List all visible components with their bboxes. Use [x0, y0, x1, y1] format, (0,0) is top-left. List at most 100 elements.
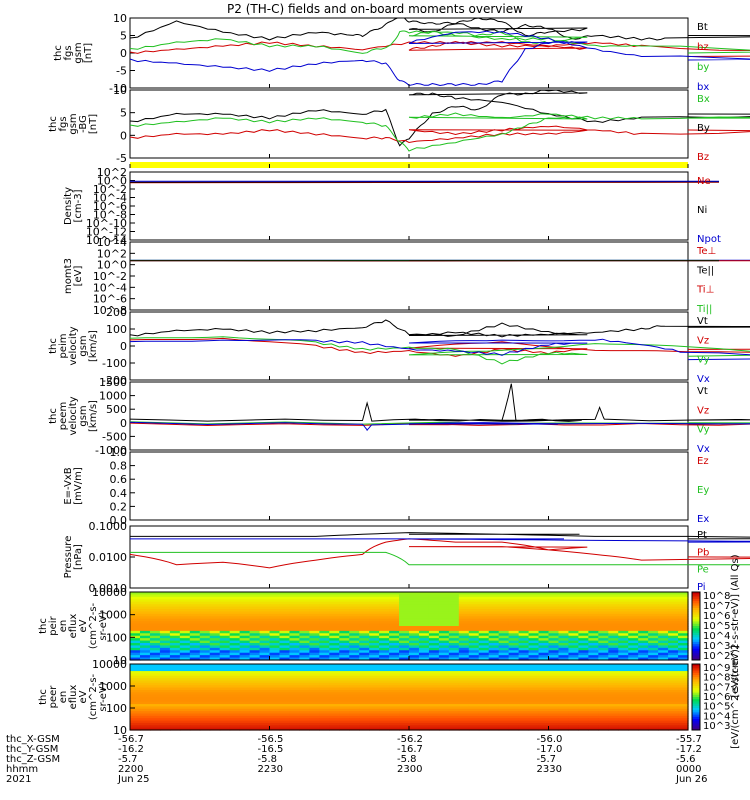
heatmap-cell — [448, 725, 460, 729]
panel-frame — [129, 311, 689, 381]
heatmap-cell — [139, 664, 151, 667]
heatmap-cell — [179, 650, 191, 654]
heatmap-cell — [458, 713, 470, 717]
heatmap-cell — [299, 682, 310, 686]
heatmap-cell — [648, 613, 659, 617]
heatmap-cell — [628, 701, 639, 705]
legend-item: Vz — [697, 405, 709, 416]
heatmap-cell — [618, 671, 629, 675]
heatmap-cell — [309, 635, 320, 639]
heatmap-cell — [199, 671, 211, 675]
heatmap-cell — [409, 596, 420, 600]
legend-item: Vt — [697, 316, 708, 327]
heatmap-cell — [498, 727, 510, 731]
heatmap-cell — [339, 694, 350, 698]
heatmap-cell — [269, 592, 281, 596]
heatmap-cell — [179, 697, 191, 700]
heatmap-cell — [558, 647, 570, 651]
heatmap-cell — [478, 601, 490, 605]
heatmap-cell — [558, 713, 570, 717]
heatmap-cell — [199, 623, 211, 627]
heatmap-cell — [468, 720, 480, 724]
heatmap-cell — [389, 604, 400, 608]
heatmap-cell — [269, 694, 281, 698]
y-tick-label: 10^-10 — [86, 217, 127, 230]
heatmap-cell — [289, 594, 300, 598]
series-line-Bt — [129, 17, 750, 41]
heatmap-cell — [139, 647, 151, 651]
heatmap-cell — [518, 697, 530, 700]
heatmap-cell — [289, 647, 300, 651]
heatmap-cell — [438, 678, 450, 682]
heatmap-cell — [189, 687, 201, 691]
heatmap-cell — [369, 720, 380, 724]
heatmap-cell — [159, 664, 171, 667]
heatmap-cell — [458, 650, 470, 654]
heatmap-cell — [249, 668, 261, 672]
heatmap-cell — [568, 666, 579, 670]
heatmap-cell — [339, 635, 350, 639]
heatmap-cell — [339, 599, 350, 603]
heatmap-cell — [668, 704, 679, 708]
heatmap-cell — [349, 635, 360, 639]
y-axis-label: peim — [58, 333, 69, 358]
series-line-Pb — [129, 538, 750, 569]
heatmap-cell — [478, 725, 490, 729]
heatmap-cell — [648, 594, 659, 598]
colorbar-cell — [692, 690, 700, 694]
heatmap-cell — [558, 708, 570, 712]
heatmap-cell — [568, 725, 579, 729]
heatmap-cell — [638, 725, 649, 729]
heatmap-cell — [199, 604, 211, 608]
heatmap-cell — [389, 652, 400, 656]
heatmap-cell — [498, 725, 510, 729]
heatmap-cell — [528, 635, 540, 639]
heatmap-cell — [269, 594, 281, 598]
heatmap-cell — [169, 675, 181, 679]
heatmap-cell — [409, 727, 420, 731]
heatmap-cell — [508, 682, 520, 686]
heatmap-cell — [169, 718, 181, 722]
heatmap-cell — [628, 664, 639, 667]
heatmap-cell — [658, 609, 669, 613]
heatmap-cell — [399, 689, 410, 693]
heatmap-cell — [628, 671, 639, 675]
heatmap-cell — [658, 592, 669, 596]
heatmap-cell — [279, 682, 291, 686]
heatmap-cell — [329, 680, 340, 684]
heatmap-cell — [508, 704, 520, 708]
y-axis-label: [nT] — [83, 43, 94, 63]
heatmap-cell — [389, 621, 400, 625]
heatmap-cell — [608, 647, 619, 651]
heatmap-cell — [598, 673, 609, 677]
heatmap-cell — [568, 711, 579, 715]
heatmap-cell — [289, 708, 300, 712]
heatmap-cell — [149, 643, 161, 647]
heatmap-cell — [548, 633, 560, 637]
heatmap-cell — [369, 630, 380, 634]
heatmap-cell — [578, 635, 589, 639]
heatmap-cell — [399, 628, 410, 632]
heatmap-cell — [159, 704, 171, 708]
heatmap-cell — [289, 626, 300, 630]
heatmap-cell — [558, 685, 570, 689]
heatmap-cell — [448, 652, 460, 656]
heatmap-cell — [678, 630, 689, 634]
heatmap-cell — [179, 699, 191, 703]
heatmap-cell — [179, 599, 191, 603]
heatmap-cell — [428, 697, 440, 700]
heatmap-cell — [189, 618, 201, 622]
heatmap-cell — [269, 613, 281, 617]
heatmap-cell — [339, 678, 350, 682]
heatmap-cell — [518, 675, 530, 679]
heatmap-cell — [219, 628, 231, 632]
heatmap-cell — [448, 638, 460, 642]
heatmap-cell — [130, 694, 141, 698]
heatmap-cell — [608, 616, 619, 620]
y-tick-label: 10000 — [92, 658, 127, 671]
heatmap-cell — [518, 694, 530, 698]
heatmap-cell — [598, 678, 609, 682]
heatmap-cell — [289, 628, 300, 632]
heatmap-cell — [329, 616, 340, 620]
heatmap-cell — [349, 711, 360, 715]
